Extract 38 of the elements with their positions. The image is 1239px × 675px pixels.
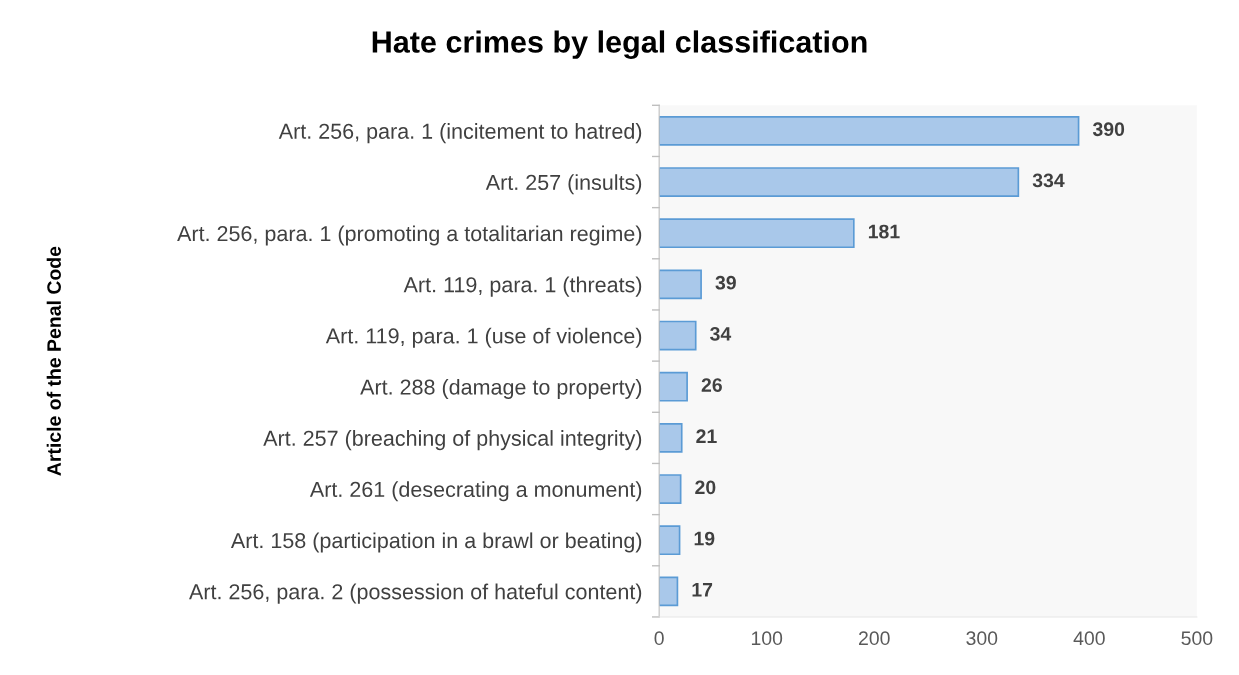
bar bbox=[659, 218, 855, 249]
data-label: 334 bbox=[1032, 173, 1065, 188]
bar bbox=[659, 320, 697, 351]
y-tick-label: Art. 119, para. 1 (threats) bbox=[403, 276, 642, 297]
y-tick-label: Art. 158 (participation in a brawl or beating) bbox=[230, 532, 642, 553]
x-tick-label: 400 bbox=[1073, 631, 1105, 646]
y-tick-label: Art. 119, para. 1 (use of violence) bbox=[325, 327, 642, 348]
data-label: 21 bbox=[696, 429, 717, 443]
bar bbox=[659, 474, 682, 504]
x-tick-label: 300 bbox=[966, 631, 998, 646]
y-tick-label: Art. 256, para. 1 (incitement to hatred) bbox=[278, 123, 642, 144]
y-tick-label: Art. 257 (breaching of physical integrity) bbox=[263, 430, 642, 451]
data-label: 390 bbox=[1092, 122, 1125, 137]
data-label: 17 bbox=[692, 583, 713, 597]
text: Article of the Penal Code bbox=[46, 246, 61, 476]
bar bbox=[659, 269, 702, 300]
y-tick-label: Art. 288 (damage to property) bbox=[360, 378, 642, 399]
bar bbox=[659, 371, 688, 402]
data-label: 181 bbox=[868, 224, 900, 239]
data-label: 19 bbox=[694, 531, 715, 546]
y-tick-label: Art. 256, para. 1 (promoting a totalitarian regime) bbox=[177, 225, 642, 246]
chart-title: Hate crimes by legal classification bbox=[372, 30, 867, 59]
y-tick-label: Art. 257 (insults) bbox=[485, 174, 642, 195]
bar bbox=[659, 525, 681, 556]
x-tick-label: 0 bbox=[654, 631, 664, 646]
y-tick-label: Art. 256, para. 2 (possession of hateful content) bbox=[189, 583, 642, 604]
bar bbox=[659, 115, 1080, 146]
y-tick-label: Art. 261 (desecrating a monument) bbox=[309, 481, 642, 502]
bar bbox=[659, 576, 679, 607]
bar bbox=[659, 167, 1020, 197]
x-tick-label: 200 bbox=[859, 631, 890, 646]
data-label: 39 bbox=[715, 275, 736, 290]
bar bbox=[659, 422, 683, 453]
data-label: 20 bbox=[695, 480, 716, 495]
x-tick-label: 100 bbox=[751, 631, 783, 646]
data-label: 34 bbox=[710, 326, 732, 341]
data-label: 26 bbox=[701, 378, 722, 392]
x-tick-label: 500 bbox=[1181, 631, 1213, 646]
